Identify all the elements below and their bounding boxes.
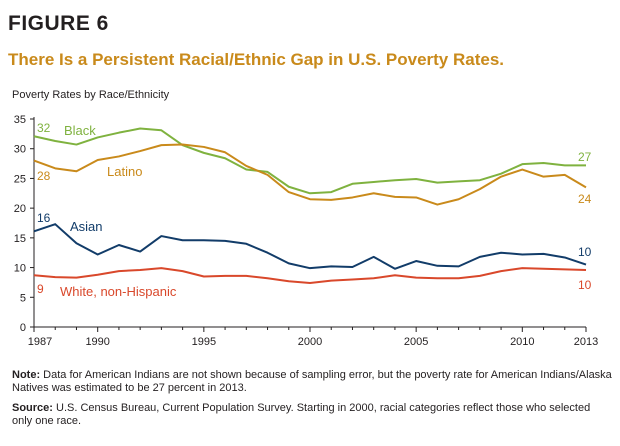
x-tick-label: 1995 — [192, 336, 216, 348]
y-tick-label: 30 — [14, 144, 26, 156]
y-tick-label: 15 — [14, 233, 26, 245]
series-name-label: Asian — [70, 219, 103, 234]
series-name-label: Black — [64, 123, 96, 138]
x-tick-label: 2010 — [510, 336, 534, 348]
series-start-label: 16 — [37, 211, 51, 225]
series-line-asian — [33, 223, 587, 270]
chart-note: Note: Data for American Indians are not … — [12, 369, 612, 395]
y-tick-label: 35 — [14, 114, 26, 126]
series-end-label: 10 — [578, 278, 592, 292]
chart-title: There Is a Persistent Racial/Ethnic Gap … — [8, 50, 505, 69]
y-tick-label: 0 — [20, 322, 26, 334]
y-tick-label: 10 — [14, 263, 26, 275]
note-label: Note: — [12, 369, 41, 381]
series-end-label: 24 — [578, 192, 592, 206]
series-end-label: 27 — [578, 150, 592, 164]
figure-label: FIGURE 6 — [8, 12, 109, 35]
x-tick-label: 2013 — [574, 336, 598, 348]
series-start-label: 28 — [37, 169, 51, 183]
series-name-label: White, non-Hispanic — [60, 284, 177, 299]
series-start-label: 32 — [37, 121, 51, 135]
series-line-black — [33, 127, 586, 195]
x-tick-label: 2005 — [404, 336, 428, 348]
series-start-label: 9 — [37, 282, 44, 296]
source-text: U.S. Census Bureau, Current Population S… — [12, 402, 591, 427]
x-tick-label: 2000 — [298, 336, 322, 348]
y-tick-label: 20 — [14, 203, 26, 215]
series-end-label: 10 — [578, 245, 592, 259]
x-tick-label: 1990 — [85, 336, 109, 348]
source-label: Source: — [12, 402, 53, 414]
y-tick-label: 5 — [20, 292, 26, 304]
chart-source: Source: U.S. Census Bureau, Current Popu… — [12, 402, 612, 428]
y-tick-label: 25 — [14, 173, 26, 185]
series-line-latino — [33, 143, 587, 206]
chart-subtitle: Poverty Rates by Race/Ethnicity — [12, 89, 170, 101]
x-tick-label: 1987 — [28, 336, 52, 348]
note-text: Data for American Indians are not shown … — [12, 369, 612, 394]
series-line-white-non-hispanic — [33, 267, 587, 285]
series-name-label: Latino — [107, 164, 142, 179]
